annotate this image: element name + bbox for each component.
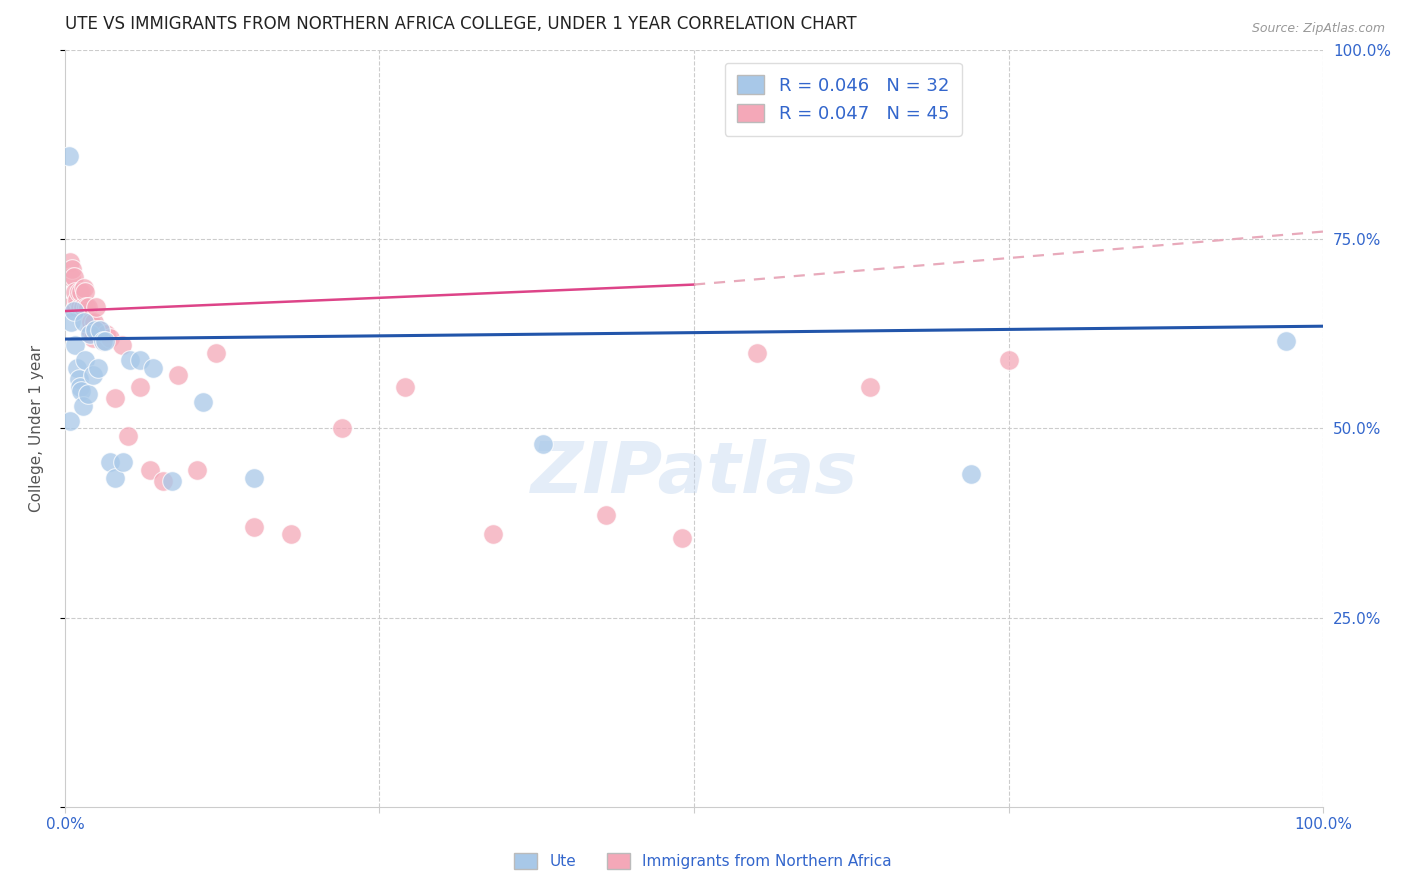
Point <box>87 323 110 337</box>
Point <box>193 395 215 409</box>
Point <box>59 255 82 269</box>
Point <box>82 368 104 383</box>
Legend: Ute, Immigrants from Northern Africa: Ute, Immigrants from Northern Africa <box>509 847 897 875</box>
Point <box>80 315 103 329</box>
Point <box>63 338 86 352</box>
Point <box>73 285 96 299</box>
Point <box>83 315 105 329</box>
Point <box>104 470 127 484</box>
Point <box>205 345 228 359</box>
Point <box>62 304 84 318</box>
Point <box>595 508 617 523</box>
Point <box>66 293 89 307</box>
Point <box>129 353 152 368</box>
Point <box>76 300 98 314</box>
Text: ZIPatlas: ZIPatlas <box>530 440 858 508</box>
Point <box>330 421 353 435</box>
Point <box>152 475 174 489</box>
Point <box>139 463 162 477</box>
Point <box>142 360 165 375</box>
Point <box>160 475 183 489</box>
Point <box>960 467 983 481</box>
Y-axis label: College, Under 1 year: College, Under 1 year <box>30 345 44 512</box>
Point <box>75 300 97 314</box>
Point <box>65 300 87 314</box>
Point <box>111 455 134 469</box>
Point <box>531 436 554 450</box>
Point <box>79 323 101 337</box>
Point <box>120 353 142 368</box>
Point <box>77 311 100 326</box>
Point <box>62 270 84 285</box>
Point <box>84 323 107 337</box>
Point <box>96 326 118 341</box>
Point <box>60 270 83 285</box>
Point <box>242 520 264 534</box>
Point <box>76 387 98 401</box>
Point <box>60 315 83 329</box>
Text: Source: ZipAtlas.com: Source: ZipAtlas.com <box>1251 22 1385 36</box>
Point <box>70 384 93 398</box>
Point <box>280 527 302 541</box>
Point <box>91 334 114 349</box>
Point <box>73 315 96 329</box>
Point <box>69 300 91 314</box>
Point <box>58 300 80 314</box>
Point <box>73 281 96 295</box>
Point <box>72 399 94 413</box>
Point <box>86 360 108 375</box>
Point <box>67 372 90 386</box>
Point <box>745 345 768 359</box>
Point <box>671 531 693 545</box>
Point <box>59 414 82 428</box>
Point <box>997 353 1019 368</box>
Point <box>117 429 139 443</box>
Point <box>242 470 264 484</box>
Point <box>94 334 117 349</box>
Point <box>62 262 84 277</box>
Point <box>98 455 121 469</box>
Point <box>82 330 104 344</box>
Point <box>63 285 86 299</box>
Point <box>72 300 94 314</box>
Point <box>98 330 121 344</box>
Point <box>89 323 111 337</box>
Point <box>58 149 80 163</box>
Point <box>129 380 152 394</box>
Point <box>394 380 416 394</box>
Point <box>67 285 90 299</box>
Point <box>86 300 108 314</box>
Text: UTE VS IMMIGRANTS FROM NORTHERN AFRICA COLLEGE, UNDER 1 YEAR CORRELATION CHART: UTE VS IMMIGRANTS FROM NORTHERN AFRICA C… <box>65 15 856 33</box>
Point <box>91 334 114 349</box>
Point <box>167 368 190 383</box>
Point <box>104 391 127 405</box>
Point <box>66 360 89 375</box>
Legend: R = 0.046   N = 32, R = 0.047   N = 45: R = 0.046 N = 32, R = 0.047 N = 45 <box>724 62 962 136</box>
Point <box>859 380 882 394</box>
Point <box>1274 334 1296 349</box>
Point <box>73 353 96 368</box>
Point <box>481 527 503 541</box>
Point <box>186 463 208 477</box>
Point <box>69 380 91 394</box>
Point <box>79 326 101 341</box>
Point <box>110 338 132 352</box>
Point <box>70 285 93 299</box>
